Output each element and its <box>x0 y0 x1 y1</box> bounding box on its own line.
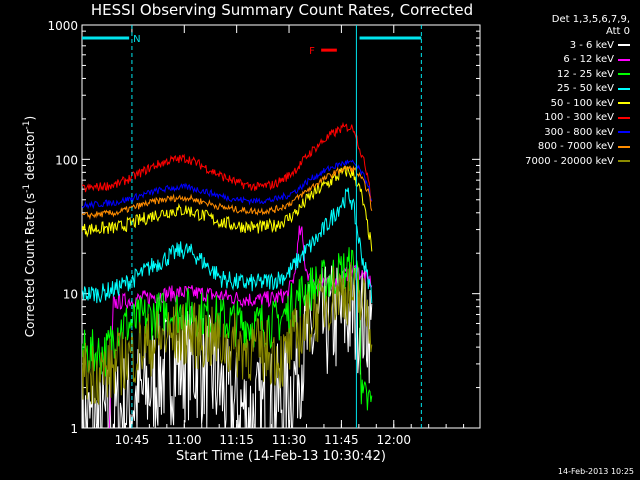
x-tick-label: 11:15 <box>219 433 254 447</box>
legend-swatch <box>618 58 630 61</box>
status-bar-label: N <box>133 34 140 45</box>
plot-frame <box>81 24 481 429</box>
y-tick-label: 1000 <box>47 19 78 33</box>
series-line <box>108 225 373 428</box>
legend-label: 25 - 50 keV <box>556 83 614 95</box>
legend-label: 3 - 6 keV <box>569 39 614 51</box>
series-line <box>82 247 373 411</box>
legend-entry: 300 - 800 keV <box>486 125 636 140</box>
series-line <box>82 159 373 210</box>
legend-swatch <box>618 145 630 148</box>
series-line <box>82 262 373 405</box>
legend-swatch <box>618 102 630 105</box>
legend-entry: 25 - 50 keV <box>486 82 636 97</box>
series-group <box>82 121 373 428</box>
legend-entry: 3 - 6 keV <box>486 38 636 53</box>
legend: Det 1,3,5,6,7,9, Att 0 3 - 6 keV 6 - 12 k… <box>486 14 636 169</box>
legend-swatch <box>618 131 630 134</box>
legend-label: 6 - 12 keV <box>563 54 614 66</box>
legend-entry: 12 - 25 keV <box>486 67 636 82</box>
legend-entry: 100 - 300 keV <box>486 111 636 126</box>
series-line <box>82 121 373 202</box>
series-line <box>82 187 373 304</box>
legend-label: 800 - 7000 keV <box>537 141 614 153</box>
x-tick-label: 10:45 <box>115 433 150 447</box>
series-line <box>82 164 373 252</box>
y-tick-label: 100 <box>55 153 78 167</box>
series-line <box>82 165 373 221</box>
legend-label: 100 - 300 keV <box>544 112 614 124</box>
legend-swatch <box>618 160 630 163</box>
legend-attenuator: Att 0 <box>605 26 630 37</box>
legend-detectors: Det 1,3,5,6,7,9, <box>551 14 630 25</box>
footer-timestamp: 14-Feb-2013 10:25 <box>557 467 634 476</box>
legend-label: 12 - 25 keV <box>556 68 614 80</box>
legend-entry: 7000 - 20000 keV <box>486 154 636 169</box>
x-tick-label: 12:00 <box>376 433 411 447</box>
y-axis-label: Corrected Count Rate (s-1 detector-1) <box>22 116 37 337</box>
x-tick-label: 11:00 <box>167 433 202 447</box>
legend-swatch <box>618 44 630 47</box>
legend-swatch <box>618 87 630 90</box>
legend-label: 7000 - 20000 keV <box>525 155 614 167</box>
legend-swatch <box>618 73 630 76</box>
chart-title: HESSI Observing Summary Count Rates, Cor… <box>90 1 474 19</box>
legend-entry: 800 - 7000 keV <box>486 140 636 155</box>
legend-entry: 50 - 100 keV <box>486 96 636 111</box>
y-tick-label: 10 <box>63 288 78 302</box>
status-bar-label: F <box>309 46 315 57</box>
x-tick-label: 11:30 <box>272 433 307 447</box>
legend-label: 300 - 800 keV <box>544 126 614 138</box>
legend-label: 50 - 100 keV <box>550 97 614 109</box>
y-tick-label: 1 <box>70 422 78 436</box>
legend-entry: 6 - 12 keV <box>486 53 636 68</box>
legend-swatch <box>618 116 630 119</box>
x-axis-label: Start Time (14-Feb-13 10:30:42) <box>176 449 386 464</box>
x-tick-label: 11:45 <box>324 433 359 447</box>
